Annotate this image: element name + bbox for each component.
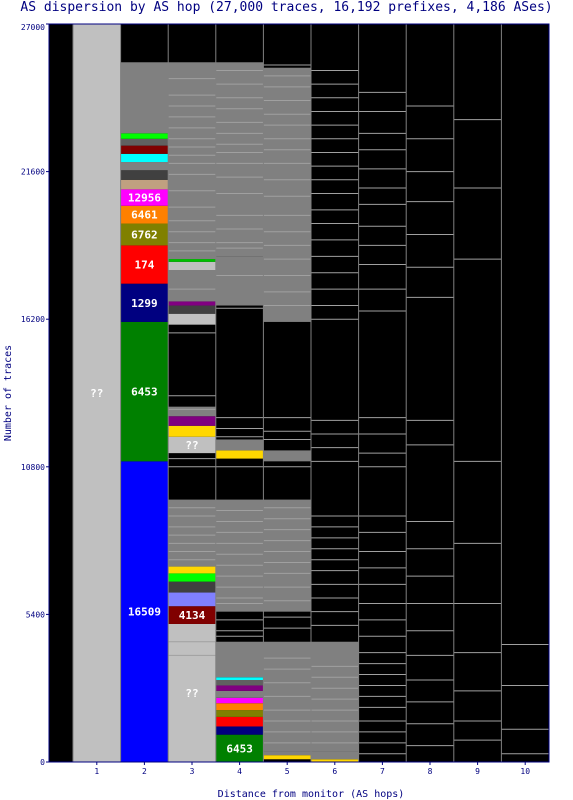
bar-segment-hop-2-12 [120, 138, 169, 146]
bar-segment-hop-4-0 [215, 734, 264, 762]
x-axis-label: Distance from monitor (AS hops) [218, 789, 405, 800]
bar-segment-hop-2-8 [120, 170, 169, 180]
bar-segment-hop-4-5 [215, 697, 264, 704]
thin-lines-group [168, 64, 549, 755]
segment-label-hop-4-0: 6453 [226, 742, 253, 755]
segment-label-hop-3-7: ?? [185, 439, 198, 452]
bar-segment-hop-3-15 [168, 261, 216, 270]
bar-segment-hop-2-10 [120, 153, 169, 163]
bar-segment-hop-4-2 [215, 716, 264, 727]
x-tick-label-6: 6 [332, 767, 337, 776]
bars-group [73, 24, 359, 762]
segment-label-hop-3-1: 4134 [179, 609, 206, 622]
x-tick-label-10: 10 [520, 767, 530, 776]
segment-label-hop-2-6: 12956 [128, 192, 161, 205]
x-tick-label-5: 5 [285, 767, 290, 776]
segment-label-hop-1-0: ?? [90, 387, 103, 400]
y-axis-label: Number of traces [3, 345, 14, 441]
bar-segment-hop-2-3 [120, 245, 169, 284]
bar-segment-hop-3-3 [168, 581, 216, 593]
bar-segment-hop-5-5 [263, 67, 311, 322]
segment-label-hop-3-0: ?? [185, 687, 198, 700]
bar-segment-hop-3-9 [168, 416, 216, 426]
bar-segment-hop-3-16 [168, 259, 216, 262]
bar-segment-hop-1-0 [73, 24, 121, 762]
bar-segment-hop-3-4 [168, 573, 216, 582]
x-tick-label-8: 8 [428, 767, 433, 776]
bar-segment-hop-6-2 [311, 641, 359, 752]
bar-segment-hop-4-11 [215, 499, 264, 612]
x-tick-label-2: 2 [142, 767, 147, 776]
x-tick-label-3: 3 [190, 767, 195, 776]
bar-segment-hop-2-11 [120, 145, 169, 154]
segment-label-hop-2-3: 174 [134, 259, 154, 272]
y-tick-label-3: 16200 [21, 315, 45, 324]
segment-labels: ?? 16509 6453 1299 174 6762 6461 12956?? 4134?? 6… [90, 192, 253, 756]
bar-segment-hop-6-1 [311, 751, 359, 760]
segment-label-hop-2-4: 6762 [131, 228, 158, 241]
bar-segment-hop-2-1 [120, 321, 169, 462]
y-tick-label-0: 0 [40, 758, 45, 767]
bar-segment-hop-3-14 [168, 270, 216, 302]
bar-segment-hop-2-14 [120, 62, 169, 134]
plot-frame [48, 23, 550, 763]
bar-segment-hop-3-6 [168, 499, 216, 567]
chart-title: AS dispersion by AS hop (27,000 traces, … [20, 0, 553, 15]
y-tick-label-5: 27000 [21, 23, 45, 32]
x-tick-label-4: 4 [237, 767, 242, 776]
segment-label-hop-2-5: 6461 [131, 209, 158, 222]
bar-segment-hop-3-12 [168, 305, 216, 314]
bar-segment-hop-3-8 [168, 425, 216, 437]
bar-segment-hop-3-7 [168, 436, 216, 454]
bar-segment-hop-5-1 [263, 751, 311, 756]
y-tick-label-2: 10800 [21, 463, 45, 472]
bar-segment-hop-6-0 [311, 759, 359, 762]
bar-segment-hop-5-4 [263, 450, 311, 462]
y-tick-label-4: 21600 [21, 168, 45, 177]
bar-segment-hop-2-13 [120, 133, 169, 139]
bar-segment-hop-2-4 [120, 223, 169, 246]
bar-segment-hop-2-0 [120, 461, 169, 762]
bar-segment-hop-4-1 [215, 726, 264, 735]
bar-segment-hop-4-6 [215, 690, 264, 698]
segment-label-hop-2-2: 1299 [131, 297, 158, 310]
bar-segment-hop-4-14 [215, 256, 264, 306]
bar-segment-hop-3-0 [168, 623, 216, 762]
bar-segment-hop-2-6 [120, 189, 169, 206]
x-ticks: 1 2 3 4 5 6 7 8 9 10 [94, 762, 530, 776]
segment-label-hop-2-0: 16509 [128, 606, 161, 619]
bar-segment-hop-4-8 [215, 680, 264, 686]
bar-segment-hop-4-3 [215, 710, 264, 717]
bar-segment-hop-4-10 [215, 641, 264, 678]
bar-segment-hop-3-5 [168, 566, 216, 574]
x-tick-label-1: 1 [94, 767, 99, 776]
bar-segment-hop-3-17 [168, 62, 216, 260]
segment-label-hop-2-1: 6453 [131, 386, 158, 399]
bar-segment-hop-4-13 [215, 439, 264, 451]
bar-segment-hop-2-5 [120, 205, 169, 224]
x-tick-label-7: 7 [380, 767, 385, 776]
bar-segment-hop-3-1 [168, 606, 216, 624]
bar-segment-hop-2-2 [120, 283, 169, 322]
bar-segment-hop-3-11 [168, 313, 216, 325]
bar-segment-hop-5-0 [263, 755, 311, 760]
bar-segment-hop-2-7 [120, 179, 169, 190]
bar-segment-hop-3-13 [168, 301, 216, 306]
bar-segment-hop-4-9 [215, 677, 264, 680]
bar-segment-hop-2-9 [120, 162, 169, 171]
y-ticks: 0 5400 10800 16200 21600 27000 [21, 23, 49, 767]
bar-segment-hop-4-4 [215, 703, 264, 711]
bar-segment-hop-4-7 [215, 685, 264, 691]
bar-segment-hop-3-10 [168, 406, 216, 417]
y-tick-label-1: 5400 [26, 610, 45, 619]
bar-segment-hop-4-15 [215, 62, 264, 257]
bar-segment-hop-5-3 [263, 499, 311, 612]
x-tick-label-9: 9 [475, 767, 480, 776]
bar-segment-hop-4-12 [215, 450, 264, 459]
bar-segment-hop-3-2 [168, 592, 216, 607]
